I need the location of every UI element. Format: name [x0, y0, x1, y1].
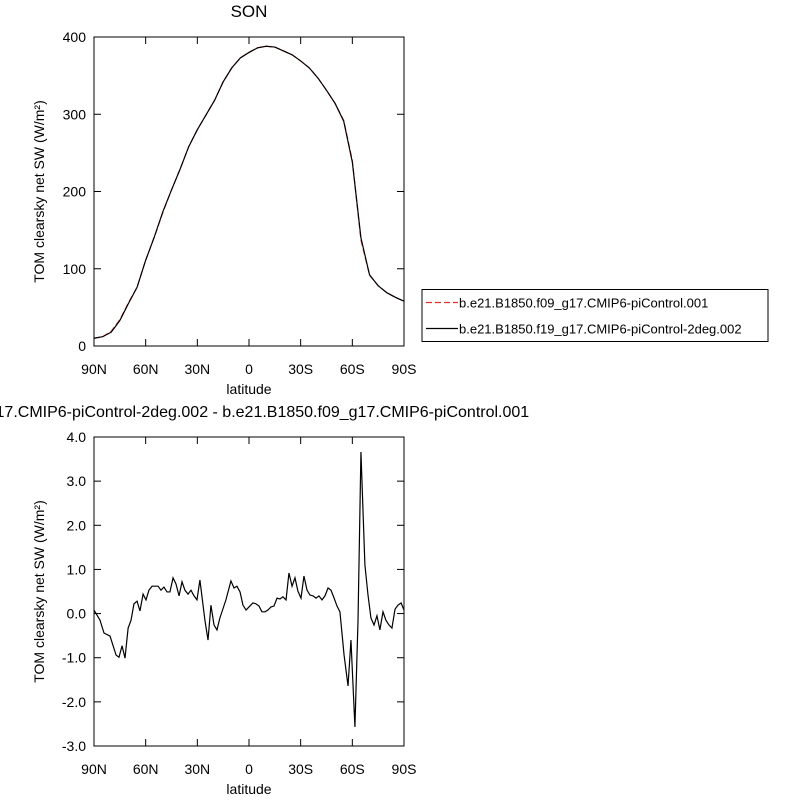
x-tick-label: 90S [392, 761, 417, 777]
x-axis-label: latitude [226, 781, 271, 797]
y-tick-label: 300 [63, 106, 87, 122]
x-tick-label: 60S [340, 361, 365, 377]
y-tick-label: -1.0 [62, 650, 86, 666]
x-tick-label: 90N [81, 761, 107, 777]
x-tick-label: 90N [81, 361, 107, 377]
y-tick-label: 100 [63, 261, 87, 277]
legend-label: b.e21.B1850.f19_g17.CMIP6-piControl-2deg… [459, 322, 742, 337]
y-tick-label: 0 [78, 338, 86, 354]
y-tick-label: 200 [63, 184, 87, 200]
x-tick-label: 0 [245, 761, 253, 777]
chart-title: SON [231, 2, 268, 21]
x-tick-label: 60N [133, 361, 159, 377]
y-tick-label: -3.0 [62, 738, 86, 754]
y-tick-label: 3.0 [67, 473, 87, 489]
y-tick-label: 2.0 [67, 517, 87, 533]
x-tick-label: 0 [245, 361, 253, 377]
x-tick-label: 90S [392, 361, 417, 377]
y-tick-label: 0.0 [67, 606, 87, 622]
x-tick-label: 60N [133, 761, 159, 777]
y-tick-label: 1.0 [67, 561, 87, 577]
x-tick-label: 30S [288, 361, 313, 377]
x-tick-label: 30N [184, 361, 210, 377]
data-line [93, 45, 405, 339]
legend-label: b.e21.B1850.f09_g17.CMIP6-piControl.001 [459, 296, 708, 311]
chart-title: 9_g17.CMIP6-piControl-2deg.002 - b.e21.B… [0, 404, 529, 421]
y-tick-label: 400 [63, 29, 87, 45]
plot-frame [93, 36, 405, 347]
data-line [93, 45, 405, 339]
data-line [93, 451, 405, 728]
y-tick-label: 4.0 [67, 429, 87, 445]
x-axis-label: latitude [226, 381, 271, 397]
plot-frame [93, 436, 405, 747]
x-tick-label: 30N [184, 761, 210, 777]
x-tick-label: 60S [340, 761, 365, 777]
legend-box [421, 289, 769, 342]
y-tick-label: -2.0 [62, 694, 86, 710]
y-axis-label: TOM clearsky net SW (W/m²) [31, 500, 47, 683]
x-tick-label: 30S [288, 761, 313, 777]
y-axis-label: TOM clearsky net SW (W/m²) [31, 100, 47, 283]
